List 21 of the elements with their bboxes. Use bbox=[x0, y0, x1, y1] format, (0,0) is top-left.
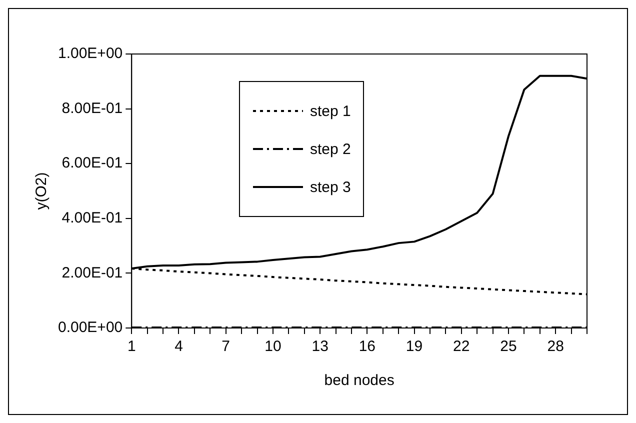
legend-label: step 2 bbox=[310, 140, 351, 158]
x-tick-label: 22 bbox=[453, 338, 470, 356]
x-tick-label: 16 bbox=[358, 338, 376, 356]
y-tick-label: 0.00E+00 bbox=[58, 319, 123, 336]
x-tick-label: 13 bbox=[312, 338, 328, 356]
y-axis-title: y(O2) bbox=[33, 172, 50, 210]
x-tick-label: 7 bbox=[222, 338, 230, 356]
x-tick-label: 25 bbox=[500, 338, 517, 356]
y-tick-label: 8.00E-01 bbox=[62, 100, 123, 117]
x-tick-label: 10 bbox=[264, 338, 282, 356]
y-tick-label: 2.00E-01 bbox=[62, 264, 123, 282]
y-tick-label: 1.00E+00 bbox=[58, 45, 123, 62]
x-tick-label: 4 bbox=[174, 338, 183, 356]
legend-label: step 3 bbox=[310, 178, 351, 196]
x-axis-title: bed nodes bbox=[324, 372, 394, 390]
x-tick-label: 19 bbox=[406, 338, 423, 356]
x-tick-label: 1 bbox=[127, 338, 136, 356]
y-tick-label: 4.00E-01 bbox=[62, 210, 123, 227]
x-tick-label: 28 bbox=[547, 338, 564, 356]
legend-label: step 1 bbox=[310, 102, 351, 120]
y-tick-label: 6.00E-01 bbox=[62, 154, 123, 172]
